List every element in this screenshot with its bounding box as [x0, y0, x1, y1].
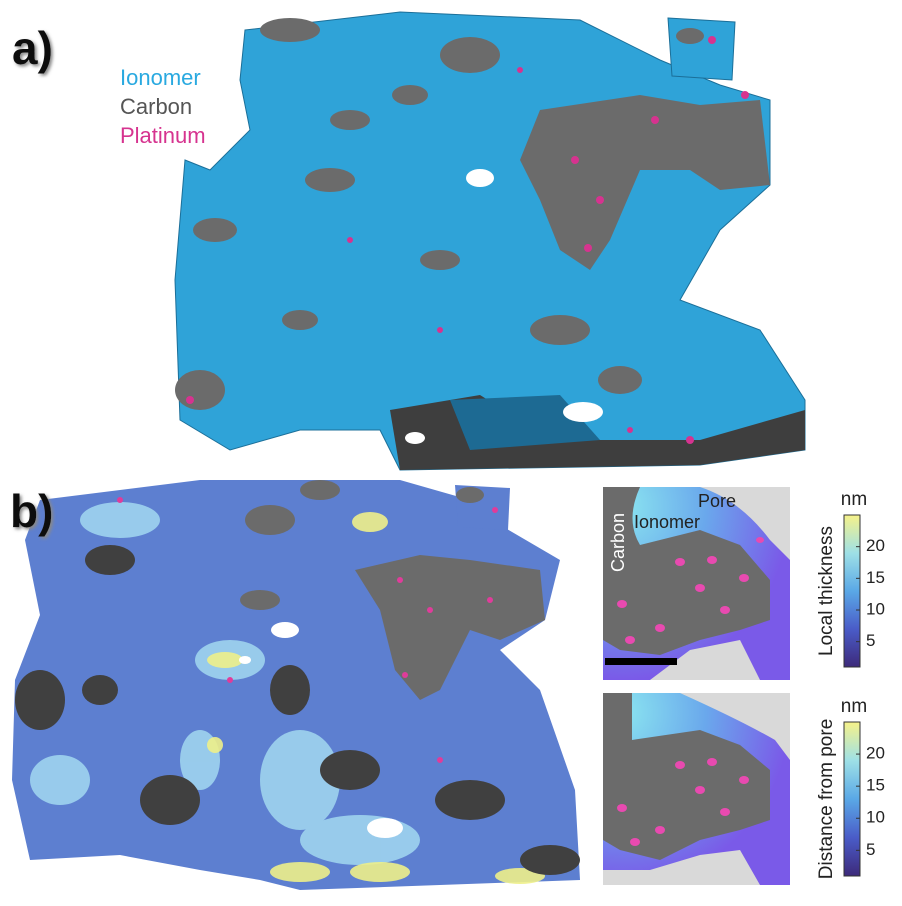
colorbar-tick-label: 15 [866, 776, 885, 795]
figure: Pore Ionomer Carbon a) b) Ionomer Carbon… [0, 0, 902, 906]
legend-carbon: Carbon [120, 94, 192, 119]
colorbar-unit: nm [841, 696, 867, 717]
colorbar-bar [844, 722, 860, 876]
panel-label: a) [12, 22, 53, 74]
legend-platinum: Platinum [120, 123, 206, 148]
colorbar-tick-label: 10 [866, 808, 885, 827]
panel-label: b) [10, 485, 53, 537]
colorbar-tick-label: 5 [866, 631, 875, 650]
colorbar-title: Distance from pore [816, 719, 837, 880]
legend-ionomer: Ionomer [120, 65, 201, 90]
pore-label: Pore [698, 491, 736, 511]
inset-bottom [603, 693, 790, 885]
colorbar-bar [844, 515, 860, 667]
render-b [12, 480, 580, 890]
colorbar-title: Local thickness [816, 526, 837, 656]
render-a [175, 12, 805, 470]
colorbar-unit: nm [841, 489, 867, 510]
colorbar-tick-label: 20 [866, 536, 885, 555]
colorbar-tick-label: 5 [866, 840, 875, 859]
colorbar-tick-label: 10 [866, 599, 885, 618]
colorbar-tick-label: 20 [866, 744, 885, 763]
ionomer-label: Ionomer [634, 512, 700, 532]
carbon-label: Carbon [608, 513, 628, 572]
colorbar-tick-label: 15 [866, 568, 885, 587]
